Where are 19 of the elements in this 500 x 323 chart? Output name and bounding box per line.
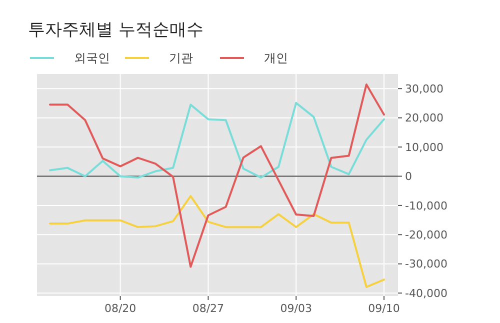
y-tick-label: -40,000	[405, 286, 448, 300]
y-tick-label: 30,000	[405, 82, 444, 96]
y-tick-label: -30,000	[405, 258, 448, 271]
x-tick-label: 08/20	[104, 302, 136, 315]
line-series	[49, 84, 385, 268]
y-tick-label: 10,000	[405, 140, 444, 154]
x-tick-label: 09/10	[368, 302, 400, 315]
legend-label: 기관	[169, 51, 193, 65]
x-tick-label: 09/03	[280, 302, 312, 315]
y-tick-label: -10,000	[405, 199, 448, 212]
y-tick-label: 0	[405, 170, 412, 184]
y-tick-label: -20,000	[405, 228, 448, 242]
y-tick-label: 20,000	[405, 112, 444, 125]
chart-title: 투자주체별 누적순매수	[28, 20, 204, 40]
legend-label: 개인	[264, 51, 288, 65]
legend-label: 외국인	[74, 51, 110, 65]
x-tick-label: 08/27	[192, 302, 224, 315]
line-series	[49, 195, 385, 288]
line-series	[49, 102, 385, 179]
